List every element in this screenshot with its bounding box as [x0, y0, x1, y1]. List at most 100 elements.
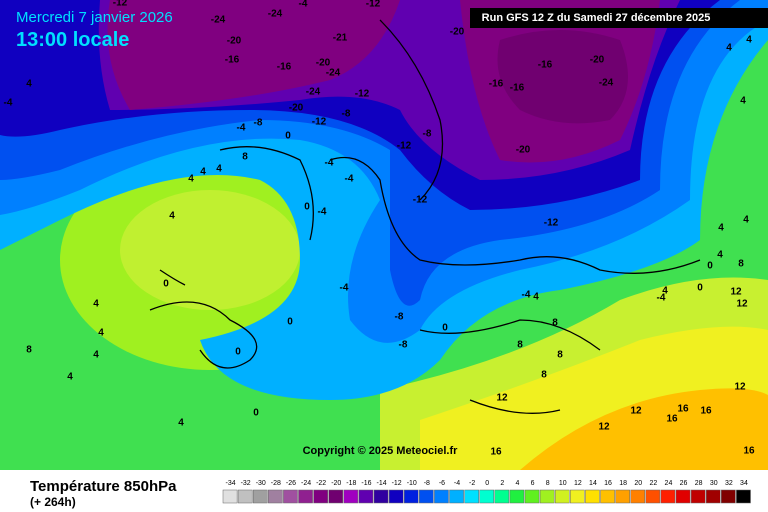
isotherm-label: 8 [541, 370, 547, 381]
legend-tick-label: -6 [439, 480, 445, 487]
isotherm-label: -24 [268, 9, 283, 20]
isotherm-label: -4 [340, 283, 349, 294]
legend-swatch [660, 489, 676, 504]
legend-swatch [328, 489, 344, 504]
legend-tick-label: 22 [649, 480, 657, 487]
isotherm-label: 0 [697, 283, 703, 294]
isotherm-label: 16 [677, 404, 689, 415]
legend-tick-label: 0 [485, 480, 489, 487]
legend-tick-label: -20 [331, 480, 341, 487]
isotherm-label: 0 [235, 347, 241, 358]
legend-tick-label: -12 [392, 480, 402, 487]
legend-tick-label: 10 [559, 480, 567, 487]
isotherm-label: 4 [726, 43, 732, 54]
legend-swatch [268, 489, 283, 504]
isotherm-label: 4 [93, 299, 99, 310]
isotherm-label: 8 [26, 345, 32, 356]
isotherm-label: 12 [734, 382, 746, 393]
isotherm-label: 4 [743, 215, 749, 226]
legend-title: Température 850hPa [30, 478, 177, 495]
legend-tick-label: 20 [634, 480, 642, 487]
isotherm-label: 4 [718, 223, 724, 234]
legend-tick-label: 2 [500, 480, 504, 487]
legend-tick-label: -14 [376, 480, 386, 487]
isotherm-label: -16 [225, 55, 240, 66]
legend-swatch [419, 489, 434, 504]
isotherm-label: 8 [517, 340, 523, 351]
isotherm-label: -8 [423, 129, 432, 140]
isotherm-label: 4 [188, 174, 194, 185]
legend-swatch [524, 489, 540, 504]
map-background [0, 0, 768, 470]
isotherm-label: 12 [736, 299, 748, 310]
isotherm-label: 8 [738, 259, 744, 270]
legend-swatch [690, 489, 706, 504]
isotherm-label: -12 [355, 89, 370, 100]
isotherm-label: 4 [178, 418, 184, 429]
legend-tick-label: 30 [710, 480, 718, 487]
isotherm-label: 0 [287, 317, 293, 328]
legend-tick-label: 34 [740, 480, 748, 487]
legend-swatch [449, 489, 464, 504]
isotherm-label: -16 [489, 79, 504, 90]
legend-tick-label: -2 [469, 480, 475, 487]
legend-tick-label: -34 [225, 480, 235, 487]
isotherm-label: 0 [285, 131, 291, 142]
legend-swatch [358, 489, 374, 504]
legend-lead: (+ 264h) [30, 495, 76, 509]
isotherm-label: 12 [496, 393, 508, 404]
legend-tick-label: 16 [604, 480, 612, 487]
legend-swatch [464, 489, 479, 504]
isotherm-label: 0 [253, 408, 259, 419]
isotherm-label: -21 [333, 33, 348, 44]
isotherm-label: -4 [299, 0, 308, 10]
copyright: Copyright © 2025 Meteociel.fr [303, 445, 459, 457]
isotherm-label: -20 [590, 55, 605, 66]
isotherm-label: 8 [552, 318, 558, 329]
isotherm-label: 0 [707, 261, 713, 272]
isotherm-label: -8 [399, 340, 408, 351]
isotherm-label: -4 [325, 158, 334, 169]
isotherm-label: -20 [516, 145, 531, 156]
legend-swatch [343, 489, 359, 504]
legend-swatch [615, 489, 630, 504]
isotherm-label: -24 [211, 15, 226, 26]
legend-tick-label: 4 [515, 480, 519, 487]
isotherm-label: 4 [746, 35, 752, 46]
legend-tick-label: -24 [301, 480, 311, 487]
isotherm-label: -8 [342, 109, 351, 120]
legend-tick-label: 18 [619, 480, 627, 487]
legend-swatch [237, 489, 253, 504]
isotherm-label: 0 [163, 279, 169, 290]
legend-tick-label: -16 [361, 480, 371, 487]
legend-swatch [705, 489, 721, 504]
legend-tick-label: -8 [424, 480, 430, 487]
isotherm-label: -16 [510, 83, 525, 94]
legend-swatch [585, 489, 600, 504]
isotherm-label: -8 [395, 312, 404, 323]
isotherm-label: -4 [345, 174, 354, 185]
isotherm-label: 4 [533, 292, 539, 303]
isotherm-label: 4 [169, 211, 175, 222]
isotherm-label: -24 [599, 78, 614, 89]
isotherm-label: 4 [216, 164, 222, 175]
isotherm-label: -12 [544, 218, 559, 229]
legend-swatch [479, 489, 495, 504]
isotherm-label: 12 [630, 406, 642, 417]
legend-tick-label: -26 [286, 480, 296, 487]
legend-tick-label: 24 [665, 480, 673, 487]
isotherm-label: -12 [312, 117, 327, 128]
legend-swatch [509, 489, 525, 504]
isotherm-label: -4 [237, 123, 246, 134]
isotherm-label: -8 [254, 118, 263, 129]
legend-swatch [494, 489, 510, 504]
legend-swatch [313, 489, 328, 504]
legend-swatch [298, 489, 313, 504]
isotherm-label: -20 [316, 58, 331, 69]
legend-tick-label: -18 [346, 480, 356, 487]
isotherm-label: 4 [662, 286, 668, 297]
isotherm-label: 16 [700, 406, 712, 417]
legend-tick-label: -22 [316, 480, 326, 487]
legend-swatch [434, 489, 449, 504]
legend-tick-label: 6 [531, 480, 535, 487]
